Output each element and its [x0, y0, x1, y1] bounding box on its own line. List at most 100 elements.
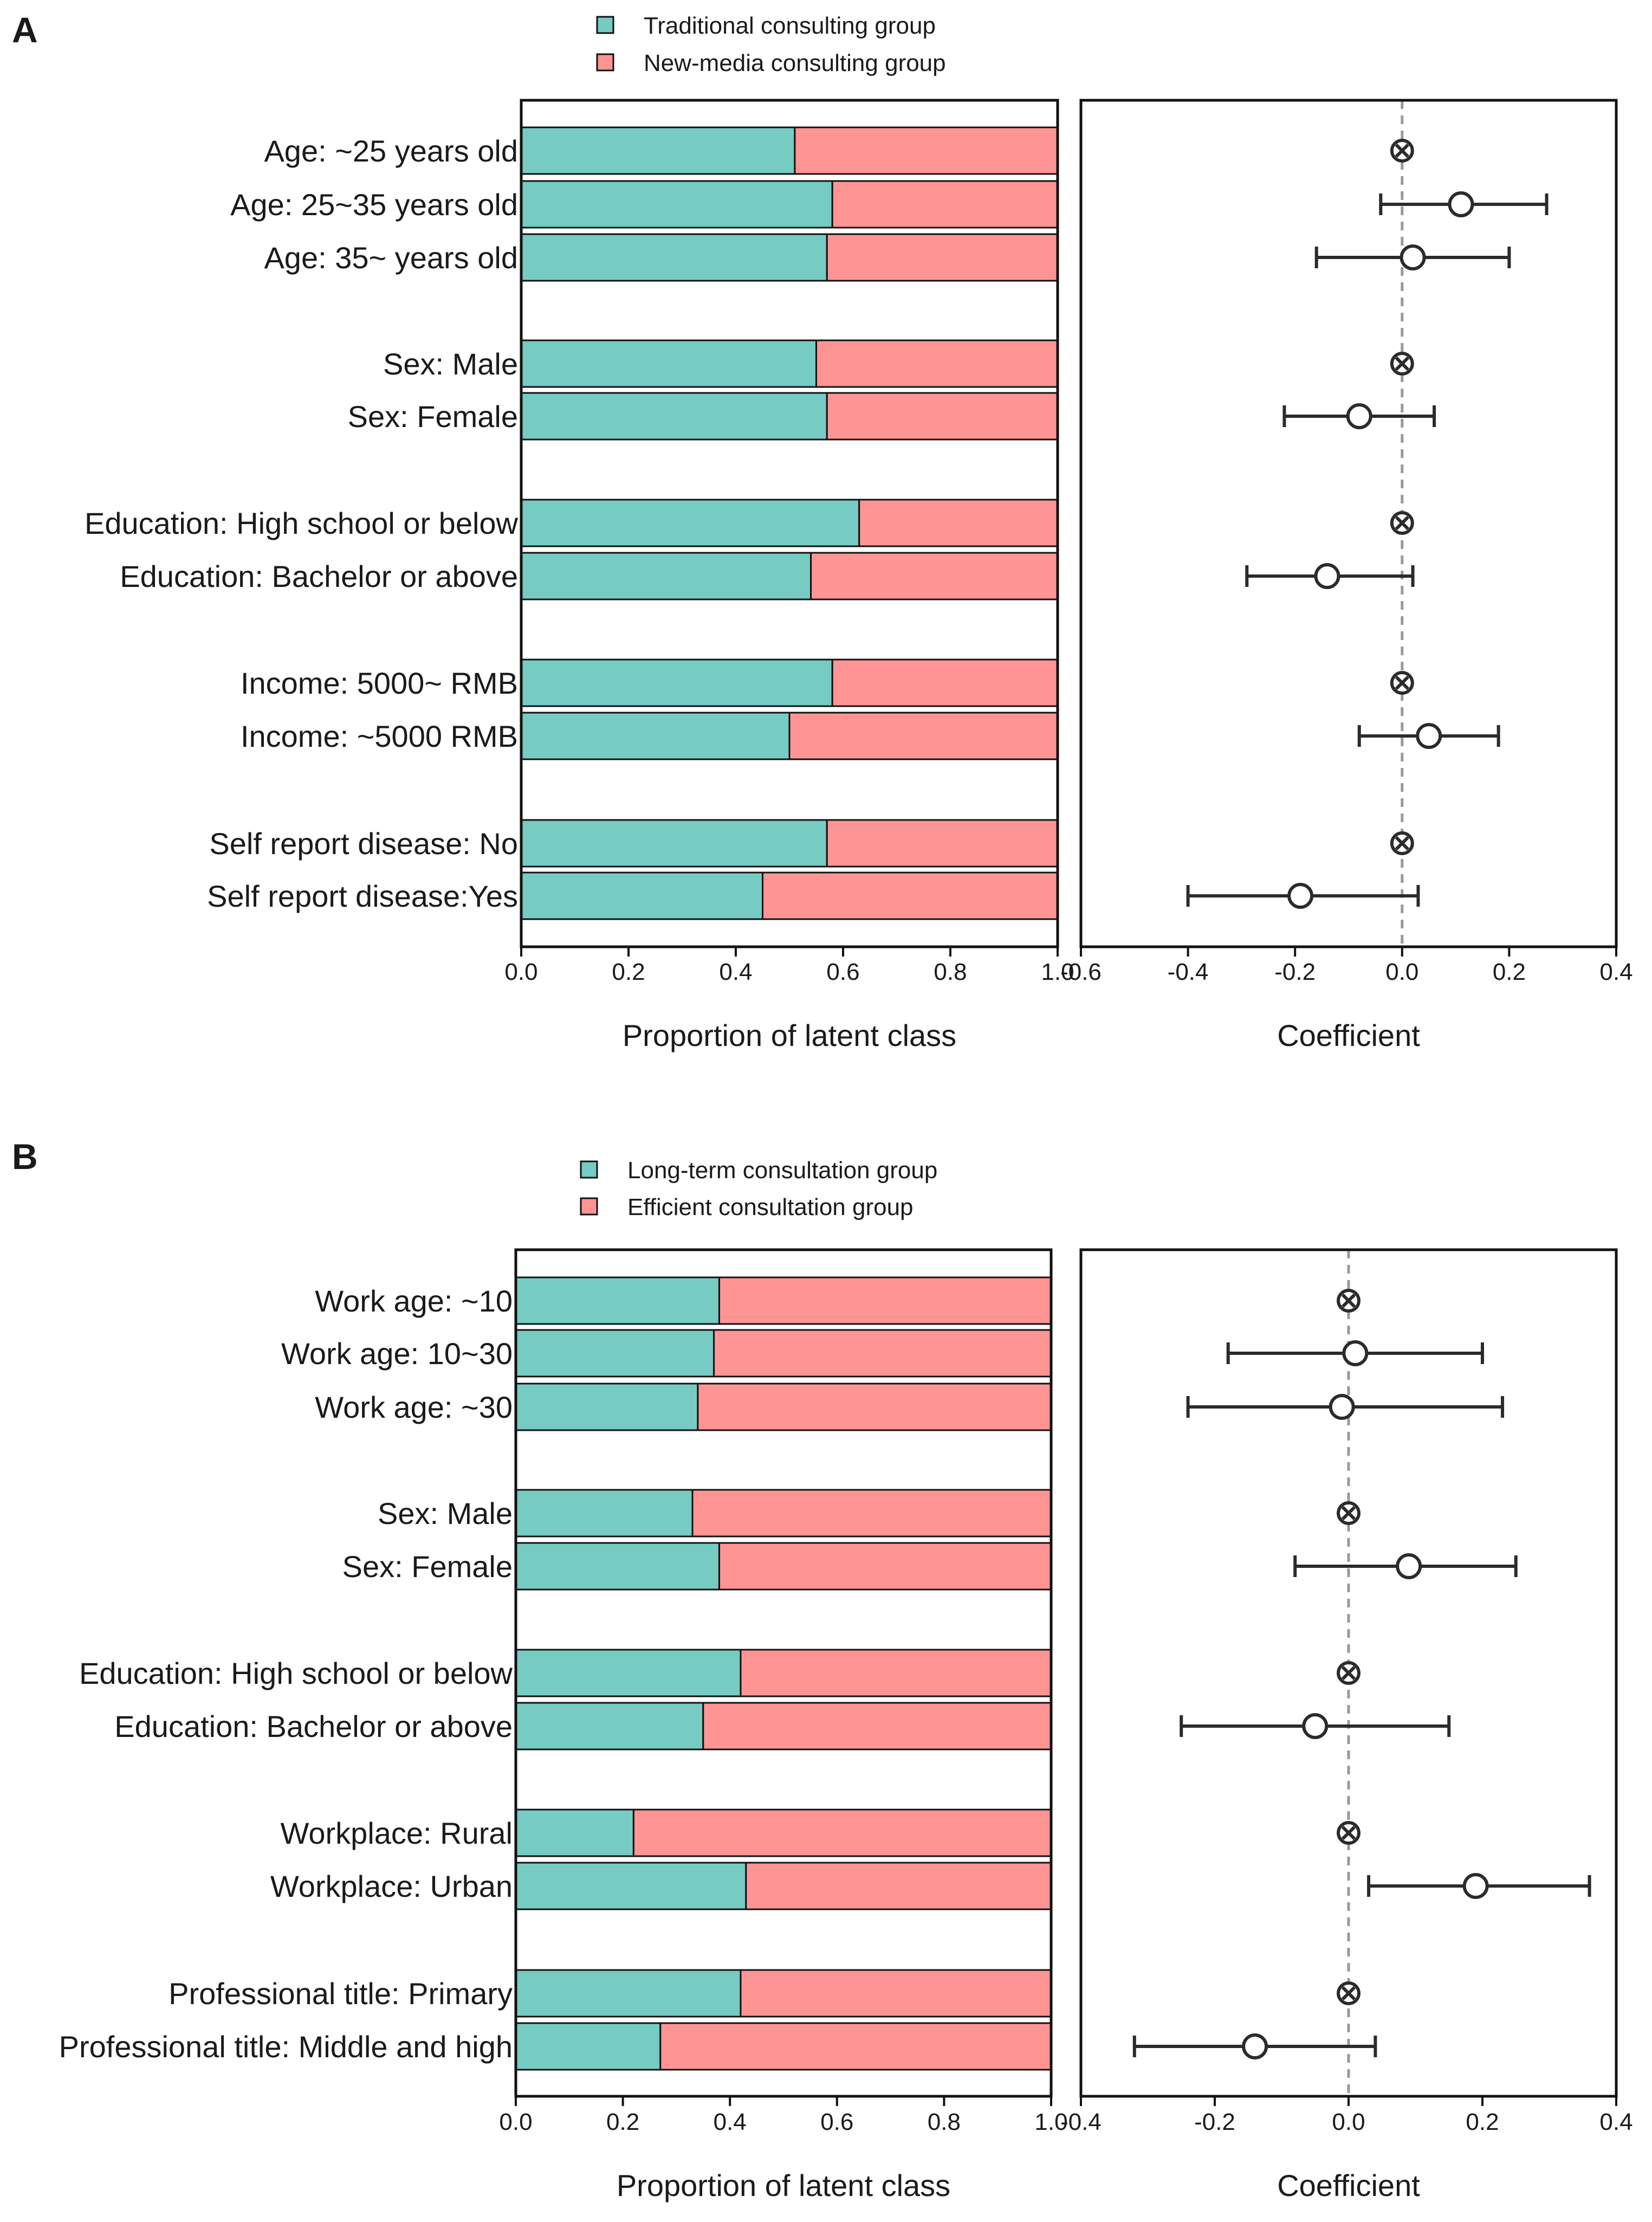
- bar-segment-class2: [691, 1489, 1052, 1538]
- x-tick-label: 0.4: [719, 959, 752, 985]
- bar-segment-class2: [697, 1383, 1052, 1431]
- bar-segment-class1: [520, 499, 860, 547]
- bar-segment-class1: [520, 180, 833, 229]
- legend-entry: New-media consulting group: [644, 50, 946, 76]
- x-tick-label: 0.2: [1466, 2109, 1499, 2135]
- category-label: Income: 5000~ RMB: [241, 666, 518, 700]
- panel-label: B: [12, 1136, 38, 1177]
- bar-chart-frame: [514, 1248, 1053, 2098]
- bar-segment-class2: [713, 1329, 1052, 1378]
- reference-marker-cross: [1395, 836, 1409, 851]
- reference-marker-cross: [1395, 143, 1409, 158]
- coefficient-point: [1342, 1340, 1369, 1366]
- coefficient-point: [1242, 2033, 1268, 2059]
- bar-chart-frame: [520, 99, 1059, 948]
- bar-segment-class1: [520, 712, 791, 760]
- category-label: Professional title: Middle and high: [59, 2030, 513, 2064]
- legend-swatch: [596, 16, 614, 34]
- bar-segment-class2: [831, 180, 1059, 229]
- x-tick-label: 0.4: [714, 2109, 747, 2135]
- bar-segment-class2: [718, 1276, 1052, 1325]
- reference-marker-cross: [1341, 1986, 1356, 2001]
- category-label: Age: 35~ years old: [264, 241, 518, 275]
- category-label: Workplace: Rural: [281, 1816, 513, 1850]
- x-tick-label: 0.0: [1332, 2109, 1365, 2135]
- category-label: Work age: ~10: [315, 1284, 513, 1318]
- bar-segment-class1: [515, 1329, 715, 1378]
- legend-swatch: [580, 1160, 598, 1179]
- forest-plot-frame: [1079, 99, 1618, 948]
- legend-swatch: [596, 53, 614, 72]
- legend-entry: Traditional consulting group: [644, 12, 936, 39]
- category-label: Sex: Male: [378, 1496, 513, 1530]
- category-label: Income: ~5000 RMB: [241, 719, 518, 753]
- category-label: Education: Bachelor or above: [114, 1709, 513, 1743]
- bar-segment-class2: [745, 1862, 1052, 1910]
- x-tick-label: 1.0: [1034, 2109, 1067, 2135]
- x-axis-title: Coefficient: [1277, 2168, 1420, 2202]
- bar-segment-class2: [858, 499, 1059, 547]
- category-label: Sex: Female: [342, 1549, 513, 1584]
- category-label: Sex: Male: [383, 347, 518, 381]
- bar-segment-class1: [520, 339, 817, 388]
- coefficient-point: [1287, 883, 1314, 909]
- bar-segment-class2: [815, 339, 1059, 388]
- bar-segment-class1: [515, 1542, 720, 1591]
- reference-marker-cross: [1341, 1825, 1356, 1840]
- x-tick-label: 1.0: [1041, 959, 1074, 985]
- category-label: Work age: ~30: [315, 1390, 513, 1424]
- bar-segment-class1: [520, 552, 812, 600]
- x-tick-label: -0.2: [1194, 2109, 1235, 2135]
- bar-segment-class1: [515, 1383, 699, 1431]
- bar-segment-class2: [632, 1808, 1052, 1857]
- coefficient-point: [1302, 1713, 1329, 1739]
- x-tick-label: 0.8: [928, 2109, 961, 2135]
- bar-segment-class1: [515, 1969, 742, 2018]
- legend-entry: Efficient consultation group: [627, 1194, 914, 1220]
- bar-segment-class2: [788, 712, 1059, 760]
- x-tick-label: 0.0: [1385, 959, 1418, 985]
- coefficient-point: [1396, 1553, 1422, 1579]
- bar-segment-class1: [520, 819, 828, 868]
- coefficient-point: [1448, 191, 1474, 217]
- x-tick-label: 0.6: [826, 959, 859, 985]
- reference-marker-cross: [1341, 1665, 1356, 1681]
- coefficient-point: [1346, 403, 1372, 429]
- bar-segment-class2: [702, 1702, 1052, 1751]
- bar-segment-class1: [520, 392, 828, 441]
- x-tick-label: 0.2: [1493, 959, 1526, 985]
- x-tick-label: 0.8: [934, 959, 967, 985]
- legend-swatch: [580, 1197, 598, 1216]
- reference-marker-cross: [1341, 1506, 1356, 1521]
- bar-segment-class1: [520, 126, 796, 175]
- bar-segment-class2: [718, 1542, 1052, 1591]
- coefficient-point: [1329, 1394, 1355, 1420]
- category-label: Self report disease:Yes: [207, 879, 518, 913]
- bar-segment-class2: [740, 1969, 1052, 2018]
- bar-segment-class1: [520, 871, 763, 920]
- x-tick-label: 0.2: [606, 2109, 639, 2135]
- coefficient-point: [1462, 1873, 1489, 1899]
- x-tick-label: 0.6: [820, 2109, 853, 2135]
- bar-segment-class2: [740, 1649, 1052, 1697]
- x-tick-label: 0.0: [499, 2109, 532, 2135]
- x-axis-title: Proportion of latent class: [617, 2168, 950, 2202]
- bar-segment-class2: [826, 392, 1059, 441]
- panel-label: A: [12, 10, 38, 50]
- reference-marker-cross: [1395, 675, 1409, 690]
- bar-segment-class1: [515, 1276, 720, 1325]
- category-label: Self report disease: No: [209, 826, 518, 861]
- bar-segment-class1: [515, 1808, 634, 1857]
- legend-entry: Long-term consultation group: [627, 1157, 937, 1184]
- bar-segment-class1: [515, 1489, 694, 1538]
- reference-marker-cross: [1341, 1293, 1356, 1308]
- bar-segment-class2: [810, 552, 1059, 600]
- x-tick-label: 0.0: [504, 959, 537, 985]
- category-label: Professional title: Primary: [169, 1976, 513, 2011]
- bar-segment-class1: [520, 233, 828, 282]
- x-tick-label: 0.2: [612, 959, 645, 985]
- category-label: Education: Bachelor or above: [120, 559, 518, 593]
- x-axis-title: Proportion of latent class: [623, 1018, 956, 1052]
- bar-segment-class2: [794, 126, 1059, 175]
- category-label: Work age: 10~30: [281, 1336, 513, 1371]
